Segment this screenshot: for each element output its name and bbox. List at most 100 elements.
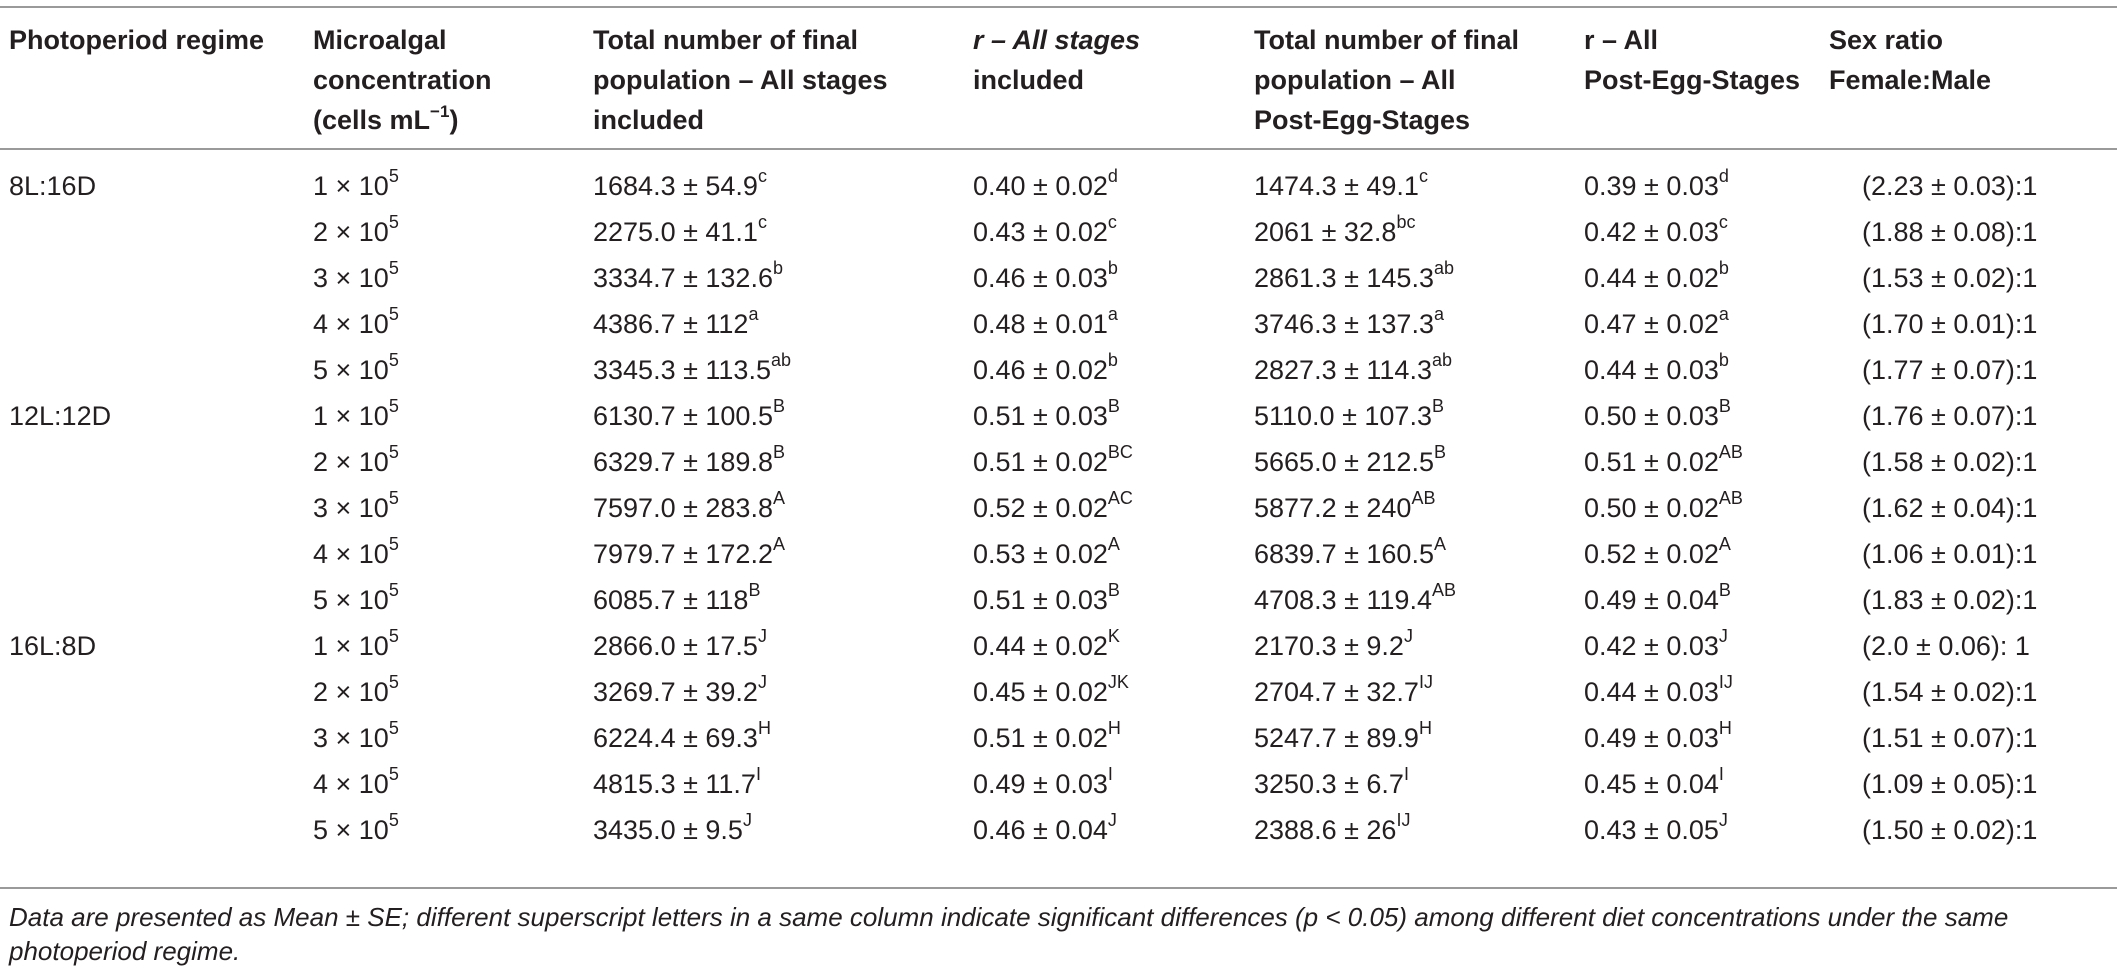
total-post-cell-value: 2704.7 ± 32.7 — [1254, 677, 1419, 707]
r-post-cell: 0.47 ± 0.02a — [1584, 305, 1729, 342]
header-photoperiod: Photoperiod regime — [9, 20, 309, 60]
total-all-cell: 7597.0 ± 283.8A — [593, 488, 785, 526]
total-all-cell: 2275.0 ± 41.1c — [593, 213, 767, 250]
r-all-cell: 0.49 ± 0.03I — [973, 764, 1113, 802]
total-all-cell-value: 4815.3 ± 11.7 — [593, 769, 756, 799]
r-all-cell-superscript: a — [1107, 304, 1118, 324]
concentration-cell-value: 2 × 10 — [313, 217, 389, 247]
r-post-cell: 0.43 ± 0.05J — [1584, 811, 1728, 848]
total-all-cell: 2866.0 ± 17.5J — [593, 627, 767, 664]
total-post-cell-superscript: ab — [1433, 258, 1455, 278]
total-all-cell: 3435.0 ± 9.5J — [593, 810, 752, 848]
total-all-cell-superscript: A — [772, 488, 785, 508]
sex-ratio-cell: (1.09 ± 0.05):1 — [1862, 766, 2037, 802]
total-post-cell-superscript: IJ — [1396, 810, 1411, 830]
total-post-cell: 3250.3 ± 6.7I — [1254, 765, 1409, 802]
table-row: 4 × 105 7979.7 ± 172.2A 0.53 ± 0.02A 6839.7… — [0, 534, 2117, 582]
r-all-cell-superscript: J — [1107, 810, 1117, 830]
r-post-cell: 0.52 ± 0.02A — [1584, 534, 1731, 572]
total-post-cell: 3746.3 ± 137.3a — [1254, 304, 1444, 342]
sex-ratio-cell: (1.62 ± 0.04):1 — [1862, 490, 2037, 526]
table-row: 3 × 105 6224.4 ± 69.3H 0.51 ± 0.02H 5247.7 … — [0, 718, 2117, 766]
photoperiod-cell-value: 8L:16D — [9, 171, 97, 201]
sex-ratio-cell: (1.06 ± 0.01):1 — [1862, 536, 2037, 572]
total-all-cell-value: 4386.7 ± 112 — [593, 309, 749, 339]
r-post-cell-value: 0.39 ± 0.03 — [1584, 171, 1719, 201]
r-post-cell: 0.51 ± 0.02AB — [1584, 443, 1743, 480]
sex-ratio-cell-value: (1.77 ± 0.07):1 — [1862, 355, 2038, 385]
total-all-cell-superscript: B — [748, 580, 761, 600]
r-all-cell-value: 0.52 ± 0.02 — [973, 493, 1108, 523]
total-post-cell-superscript: H — [1418, 718, 1432, 738]
photoperiod-cell: 12L:12D — [9, 398, 111, 434]
concentration-cell: 4 × 105 — [313, 765, 399, 802]
concentration-cell: 1 × 105 — [313, 397, 399, 434]
concentration-cell-superscript: 5 — [388, 580, 399, 600]
total-post-cell-superscript: ab — [1431, 350, 1452, 370]
concentration-cell-value: 3 × 10 — [313, 493, 389, 523]
total-post-cell-superscript: B — [1433, 442, 1446, 462]
r-all-cell-superscript: d — [1107, 166, 1118, 186]
table-row: 5 × 105 3435.0 ± 9.5J 0.46 ± 0.04J 2388.6 ±… — [0, 810, 2117, 858]
total-all-cell-value: 6130.7 ± 100.5 — [593, 401, 773, 431]
header-concentration-line2: concentration — [313, 65, 492, 95]
total-post-cell: 2170.3 ± 9.2J — [1254, 627, 1413, 664]
concentration-cell-superscript: 5 — [388, 534, 399, 554]
r-all-cell-value: 0.51 ± 0.03 — [973, 401, 1108, 431]
r-all-cell-value: 0.51 ± 0.02 — [973, 447, 1108, 477]
total-post-cell: 5665.0 ± 212.5B — [1254, 442, 1446, 480]
r-all-cell-value: 0.43 ± 0.02 — [973, 217, 1108, 247]
concentration-cell: 2 × 105 — [313, 673, 399, 710]
r-all-cell-value: 0.40 ± 0.02 — [973, 171, 1108, 201]
concentration-cell-superscript: 5 — [388, 350, 399, 370]
sex-ratio-cell-value: (1.70 ± 0.01):1 — [1862, 309, 2038, 339]
r-post-cell-value: 0.52 ± 0.02 — [1584, 539, 1719, 569]
table-row: 16L:8D 1 × 105 2866.0 ± 17.5J 0.44 ± 0.02K 2… — [0, 627, 2117, 674]
sex-ratio-cell-value: (1.88 ± 0.08):1 — [1862, 217, 2038, 247]
table-row: 8L:16D 1 × 105 1684.3 ± 54.9c 0.40 ± 0.02d 1… — [0, 166, 2117, 214]
r-post-cell-superscript: B — [1718, 580, 1731, 600]
header-concentration: Microalgal concentration (cells mL−1) — [313, 20, 583, 140]
r-post-cell-superscript: I — [1718, 764, 1724, 784]
sex-ratio-cell-value: (1.76 ± 0.07):1 — [1862, 401, 2038, 431]
concentration-cell-value: 1 × 10 — [313, 401, 389, 431]
sex-ratio-cell: (1.88 ± 0.08):1 — [1862, 214, 2037, 250]
header-concentration-unit: (cells mL — [313, 105, 431, 135]
concentration-cell: 5 × 105 — [313, 350, 399, 388]
photoperiod-cell-value: 16L:8D — [9, 631, 97, 661]
r-post-cell-value: 0.49 ± 0.03 — [1584, 723, 1719, 753]
concentration-cell-value: 2 × 10 — [313, 677, 389, 707]
total-all-cell-superscript: J — [742, 810, 752, 830]
header-sex-ratio-line2: Female:Male — [1829, 65, 1992, 95]
r-all-cell-superscript: I — [1107, 764, 1113, 784]
r-post-cell: 0.39 ± 0.03d — [1584, 167, 1729, 204]
total-all-cell-value: 6085.7 ± 118 — [593, 585, 749, 615]
r-all-cell: 0.52 ± 0.02AC — [973, 489, 1133, 526]
table-row: 2 × 105 3269.7 ± 39.2J 0.45 ± 0.02JK 2704.7… — [0, 673, 2117, 720]
sex-ratio-cell-value: (1.53 ± 0.02):1 — [1862, 263, 2038, 293]
r-post-cell-superscript: c — [1718, 212, 1728, 232]
table-row: 12L:12D 1 × 105 6130.7 ± 100.5B 0.51 ± 0.03… — [0, 397, 2117, 444]
table-row: 3 × 105 3334.7 ± 132.6b 0.46 ± 0.03b 2861.3… — [0, 258, 2117, 306]
bottom-rule — [0, 887, 2117, 889]
r-post-cell-value: 0.44 ± 0.03 — [1584, 355, 1719, 385]
concentration-cell-value: 3 × 10 — [313, 263, 389, 293]
sex-ratio-cell: (2.0 ± 0.06): 1 — [1862, 628, 2030, 664]
total-post-cell: 4708.3 ± 119.4AB — [1254, 581, 1456, 618]
concentration-cell: 5 × 105 — [313, 811, 399, 848]
sex-ratio-cell: (1.51 ± 0.07):1 — [1862, 720, 2037, 756]
r-all-cell: 0.46 ± 0.02b — [973, 351, 1118, 388]
r-all-cell: 0.51 ± 0.03B — [973, 581, 1120, 618]
table-footnote: Data are presented as Mean ± SE; differe… — [9, 902, 2009, 966]
r-all-cell: 0.46 ± 0.03b — [973, 258, 1118, 296]
r-post-cell-superscript: A — [1718, 534, 1731, 554]
total-post-cell-superscript: a — [1433, 304, 1444, 324]
r-post-cell: 0.42 ± 0.03c — [1584, 212, 1728, 250]
concentration-cell-superscript: 5 — [388, 718, 399, 738]
total-post-cell: 2704.7 ± 32.7IJ — [1254, 673, 1433, 710]
r-all-cell-superscript: b — [1107, 258, 1118, 278]
r-post-cell-value: 0.50 ± 0.03 — [1584, 401, 1719, 431]
total-all-cell-value: 2866.0 ± 17.5 — [593, 631, 758, 661]
r-all-cell: 0.45 ± 0.02JK — [973, 673, 1129, 710]
table-row: 5 × 105 3345.3 ± 113.5ab 0.46 ± 0.02b 2827.… — [0, 350, 2117, 398]
